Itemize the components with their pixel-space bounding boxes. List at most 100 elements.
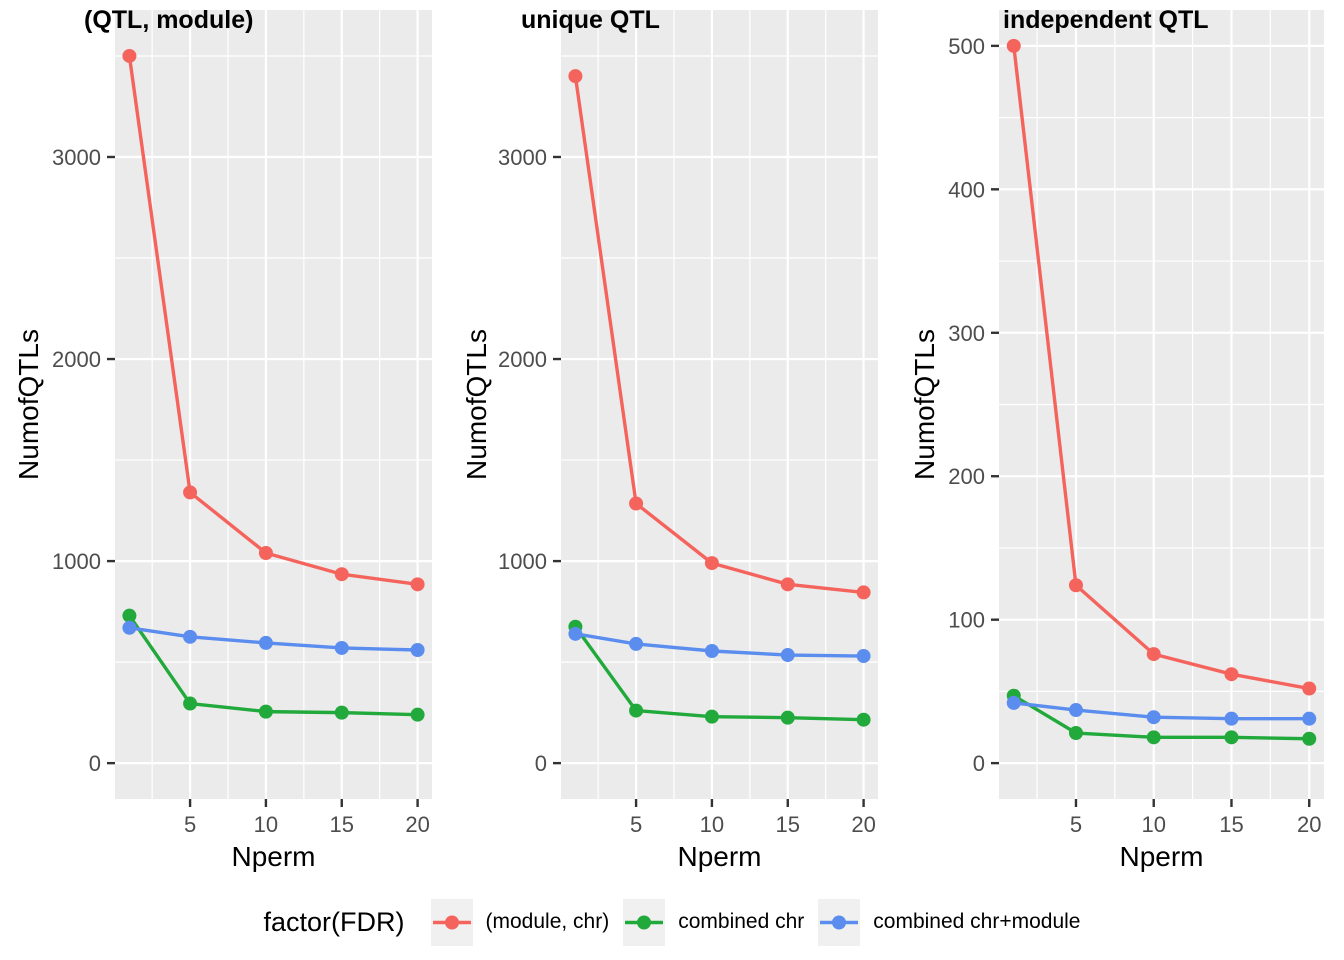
legend-key-icon — [820, 915, 859, 929]
data-point — [704, 643, 719, 658]
legend-label: (module, chr) — [485, 910, 610, 933]
data-point — [334, 705, 349, 720]
panel-title: (QTL, module) — [84, 6, 253, 34]
panel-unique-qtl-svg: 5 10 15 20 0 1000 2000 3000 Nperm NumofQTLs unique… — [461, 6, 878, 872]
data-point — [1146, 710, 1161, 725]
data-point — [410, 577, 425, 592]
legend-entry-2: combined chr+module — [818, 898, 1081, 946]
data-point — [1006, 695, 1021, 710]
data-point — [1302, 681, 1317, 696]
y-tick-label: 2000 — [498, 347, 547, 372]
data-point — [780, 648, 795, 663]
data-point — [856, 649, 871, 664]
panel-qtl-module: 5 10 15 20 0 1000 2000 3000 Nperm NumofQTLs (QTL, … — [0, 0, 448, 880]
data-point — [704, 556, 719, 571]
x-tick-label: 5 — [630, 812, 642, 837]
data-point — [856, 585, 871, 600]
legend-key-icon — [625, 915, 664, 929]
data-point — [122, 608, 137, 623]
data-point — [629, 636, 644, 651]
y-tick-label: 0 — [973, 751, 985, 776]
data-point — [334, 567, 349, 582]
data-point — [856, 712, 871, 727]
y-tick-label: 300 — [948, 321, 985, 346]
data-point — [1146, 730, 1161, 745]
panel-background — [561, 10, 878, 799]
legend-entry-1: combined chr — [623, 898, 805, 946]
panel-unique-qtl: 5 10 15 20 0 1000 2000 3000 Nperm NumofQTLs unique… — [448, 0, 896, 880]
legend: factor(FDR) (module, chr) combined chr com… — [0, 893, 1344, 951]
data-point — [1224, 711, 1239, 726]
data-point — [568, 626, 583, 641]
data-point — [410, 707, 425, 722]
y-tick-label: 100 — [948, 608, 985, 633]
y-tick-label: 500 — [948, 34, 985, 59]
x-axis-title: Nperm — [231, 841, 315, 872]
panel-background — [115, 10, 432, 799]
data-point — [629, 496, 644, 511]
legend-key-swatch — [623, 898, 666, 946]
y-tick-label: 3000 — [498, 145, 547, 170]
data-point — [183, 485, 198, 500]
y-tick-label: 200 — [948, 464, 985, 489]
panel-qtl-module-svg: 5 10 15 20 0 1000 2000 3000 Nperm NumofQTLs (QTL, … — [13, 6, 432, 872]
legend-point — [832, 915, 847, 929]
x-tick-label: 10 — [1141, 812, 1165, 837]
legend-key-swatch — [818, 898, 861, 946]
panel-independent-qtl-svg: 5 10 15 200100200300400500NpermNumofQTLsind… — [909, 6, 1324, 872]
data-point — [122, 620, 137, 635]
panel-title: independent QTL — [1003, 6, 1209, 34]
y-tick-label: 1000 — [52, 549, 101, 574]
x-axis-title: Nperm — [1119, 841, 1203, 872]
data-point — [122, 48, 137, 63]
legend-title: factor(FDR) — [263, 906, 405, 937]
x-tick-label: 10 — [254, 812, 278, 837]
y-tick-label: 0 — [89, 751, 101, 776]
x-tick-label: 10 — [700, 812, 724, 837]
x-tick-label: 15 — [776, 812, 800, 837]
y-tick-label: 3000 — [52, 145, 101, 170]
data-point — [780, 577, 795, 592]
data-point — [1302, 731, 1317, 746]
data-point — [1146, 647, 1161, 662]
data-point — [258, 704, 273, 719]
legend-point — [444, 915, 459, 929]
x-axis-title: Nperm — [677, 841, 761, 872]
y-tick-label: 400 — [948, 177, 985, 202]
data-point — [334, 640, 349, 655]
legend-label: combined chr — [678, 910, 805, 933]
x-tick-label: 15 — [330, 812, 354, 837]
data-point — [704, 709, 719, 724]
data-point — [410, 642, 425, 657]
data-point — [1068, 703, 1083, 718]
legend-key-swatch — [430, 898, 473, 946]
y-axis-title: NumofQTLs — [461, 329, 492, 480]
x-tick-label: 20 — [405, 812, 429, 837]
panel-title: unique QTL — [521, 6, 660, 34]
y-tick-label: 0 — [535, 751, 547, 776]
legend-entry-0: (module, chr) — [430, 898, 610, 946]
y-tick-label: 1000 — [498, 549, 547, 574]
data-point — [629, 703, 644, 718]
y-tick-label: 2000 — [52, 347, 101, 372]
x-tick-label: 20 — [851, 812, 875, 837]
data-point — [1224, 667, 1239, 682]
legend-key-icon — [432, 915, 471, 929]
data-point — [1068, 578, 1083, 593]
x-tick-label: 20 — [1297, 812, 1321, 837]
data-point — [258, 546, 273, 561]
legend-label: combined chr+module — [873, 910, 1081, 933]
data-point — [1068, 726, 1083, 741]
data-point — [568, 69, 583, 84]
y-axis-title: NumofQTLs — [13, 329, 44, 480]
data-point — [258, 635, 273, 650]
panel-independent-qtl: 5 10 15 20 0 100 200 300 400 500 Nperm NumofQTLs ind… — [896, 0, 1344, 880]
data-point — [1302, 711, 1317, 726]
x-tick-label: 15 — [1219, 812, 1243, 837]
data-point — [183, 629, 198, 644]
data-point — [1224, 730, 1239, 745]
y-axis-title: NumofQTLs — [909, 329, 940, 480]
data-point — [1006, 38, 1021, 53]
data-point — [183, 696, 198, 711]
